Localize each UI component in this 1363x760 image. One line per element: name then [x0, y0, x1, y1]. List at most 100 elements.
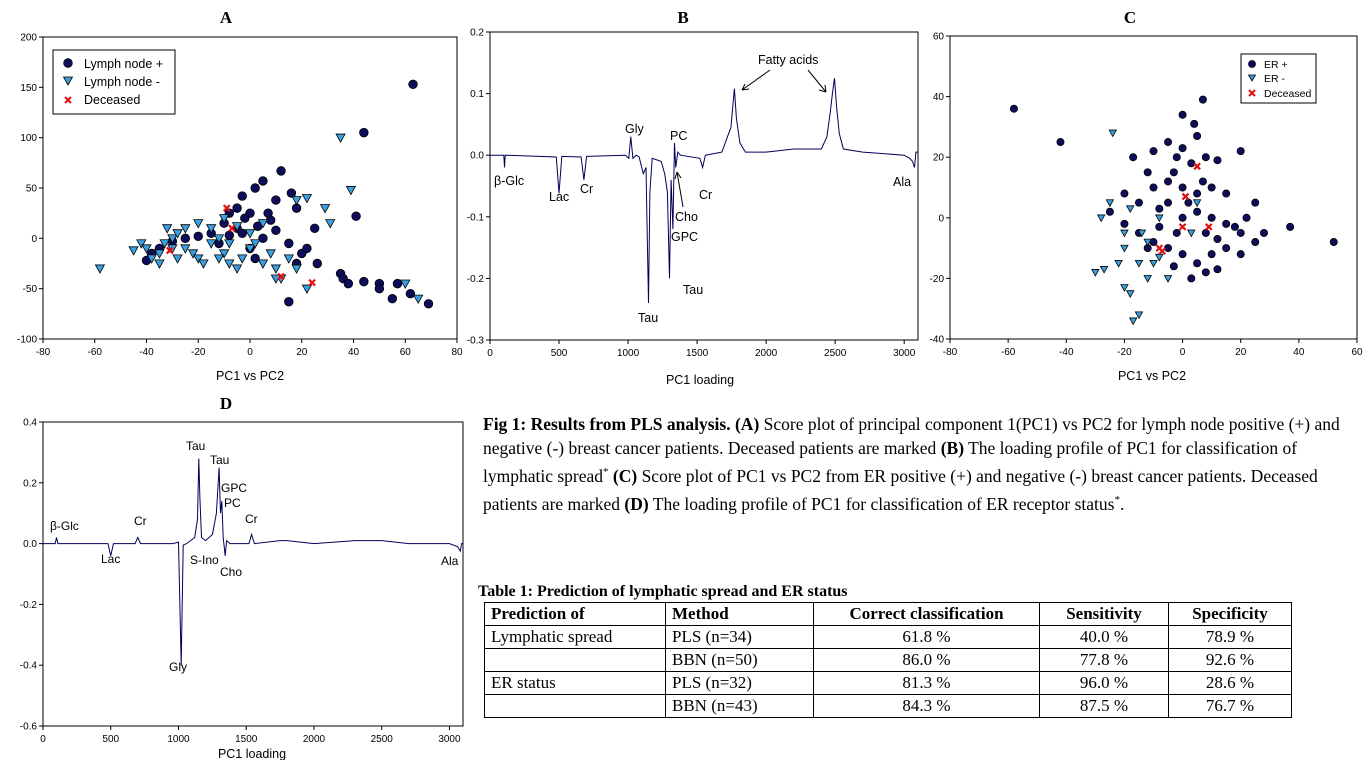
cell-method: BBN (n=43)	[665, 694, 814, 718]
data-point-negative	[1120, 229, 1129, 238]
data-point-negative	[335, 133, 346, 143]
panel-c: C -80 -60 -40 -20 0 20 40 60 -40 -20 0 20 40 60 ER + …	[930, 8, 1363, 383]
data-point-negative	[1096, 214, 1106, 223]
data-point-positive	[1198, 177, 1207, 186]
annot-b-tau1: Tau	[683, 283, 703, 297]
data-point-positive	[224, 230, 235, 241]
x-tick-label: 2500	[371, 734, 394, 745]
data-point-positive	[1251, 198, 1260, 207]
data-point-negative	[1128, 317, 1138, 326]
cell-prediction	[484, 648, 666, 672]
annot-d-cr1: Cr	[134, 514, 147, 528]
loading-profile-b	[490, 78, 918, 304]
cell-sensitivity: 40.0 %	[1039, 625, 1169, 649]
data-point-deceased	[1193, 162, 1201, 171]
legend-marker-lymph-pos	[63, 58, 73, 68]
data-point-positive	[1134, 198, 1143, 207]
data-point-negative	[1149, 259, 1158, 268]
data-point-positive	[423, 299, 434, 309]
data-point-positive	[374, 283, 385, 294]
data-point-positive	[240, 213, 250, 223]
y-tick-label: 0.0	[23, 539, 37, 550]
data-point-negative	[1134, 311, 1144, 320]
data-point-negative	[257, 219, 269, 229]
data-point-positive	[392, 278, 403, 289]
points-c	[1009, 95, 1338, 326]
data-point-negative	[325, 219, 336, 229]
data-point-negative	[206, 239, 217, 249]
data-point-negative	[224, 239, 235, 249]
header-method: Method	[665, 602, 814, 626]
cell-specificity: 92.6 %	[1168, 648, 1292, 672]
header-sensitivity: Sensitivity	[1039, 602, 1169, 626]
data-point-positive	[1178, 250, 1187, 259]
data-point-negative	[218, 249, 230, 259]
points-a	[94, 79, 434, 309]
data-point-positive	[1213, 156, 1222, 165]
annot-b-ala: Ala	[893, 175, 911, 189]
annot-d-pc: PC	[224, 496, 241, 510]
results-table: Prediction of Method Correct classificat…	[484, 602, 1292, 718]
axes-b: 0 500 1000 1500 2000 2500 3000 -0.3 -0.2 -0.1 0.0 0…	[467, 28, 916, 360]
x-tick-label: -80	[943, 347, 958, 358]
header-prediction-of: Prediction of	[484, 602, 666, 626]
data-point-negative	[1120, 244, 1129, 253]
plot-area-b	[489, 31, 919, 341]
data-point-positive	[1149, 183, 1158, 192]
data-point-deceased	[1178, 223, 1187, 231]
data-point-positive	[1178, 183, 1187, 192]
x-tick-label: 3000	[893, 348, 916, 359]
x-tick-label: -80	[36, 347, 51, 358]
data-point-positive	[1187, 159, 1196, 168]
x-tick-label: 40	[1293, 347, 1305, 358]
data-point-positive	[1251, 238, 1260, 247]
y-tick-label: 100	[20, 133, 37, 144]
data-point-negative	[1114, 259, 1123, 268]
data-point-deceased	[228, 224, 236, 233]
table-row: ER status PLS (n=32) 81.3 % 96.0 % 28.6 …	[484, 671, 1292, 695]
x-tick-label: 3000	[438, 734, 461, 745]
caption-c-text: Score plot of PC1 vs PC2 from ER positiv…	[483, 465, 1318, 514]
cell-method: BBN (n=50)	[665, 648, 814, 672]
data-point-positive	[276, 166, 286, 176]
arrowhead-b-fatty-1	[741, 83, 750, 91]
data-point-positive	[343, 278, 354, 289]
x-tick-label: -40	[1059, 347, 1074, 358]
legend-label-lymph-neg: Lymph node -	[84, 75, 160, 89]
cell-prediction	[484, 694, 666, 718]
axes-c: -80 -60 -40 -20 0 20 40 60 -40 -20 0 20 40 60	[930, 32, 1363, 359]
caption-d-label: (D)	[624, 493, 649, 514]
x-tick-label: -20	[1117, 347, 1132, 358]
legend-c: ER + ER - Deceased	[1240, 53, 1317, 104]
caption-fig-label: Fig 1: Results from PLS analysis.	[483, 414, 731, 434]
data-point-positive	[180, 233, 191, 244]
data-point-negative	[1105, 199, 1115, 208]
data-point-positive	[408, 79, 418, 90]
x-tick-label: -60	[88, 347, 103, 358]
panel-label-d: D	[220, 394, 232, 413]
y-tick-label: -0.1	[467, 212, 485, 223]
y-tick-label: 0.0	[470, 151, 484, 162]
data-point-negative	[1099, 266, 1109, 274]
plot-area-d	[42, 421, 464, 727]
y-tick-label: 200	[20, 33, 37, 44]
data-point-positive	[1105, 207, 1114, 216]
data-point-negative	[257, 259, 269, 269]
caption-end: .	[1119, 493, 1125, 514]
annot-b-cr2: Cr	[699, 188, 712, 202]
data-point-positive	[1169, 262, 1178, 271]
annot-d-cho: Cho	[220, 565, 242, 579]
x-tick-label: 2000	[303, 734, 326, 745]
data-point-positive	[1149, 147, 1158, 156]
data-point-positive	[1009, 104, 1018, 113]
data-point-positive	[1120, 189, 1129, 198]
data-point-negative	[1155, 214, 1164, 223]
data-point-negative	[1143, 238, 1152, 247]
data-point-positive	[1198, 95, 1207, 104]
legend-label-deceased-c: Deceased	[1264, 88, 1311, 100]
annot-b-bglc: β-Glc	[494, 174, 524, 188]
x-tick-label: 2500	[824, 348, 847, 359]
data-point-negative	[319, 204, 331, 214]
data-point-positive	[271, 195, 281, 205]
